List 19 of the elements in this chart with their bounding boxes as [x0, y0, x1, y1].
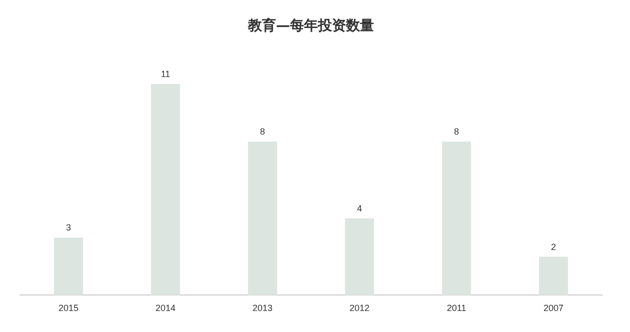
bar — [248, 142, 278, 296]
data-label: 8 — [454, 126, 460, 137]
data-label: 11 — [160, 68, 170, 79]
x-tick-label: 2014 — [155, 303, 176, 314]
bar — [538, 256, 568, 296]
bar — [344, 218, 374, 296]
data-label: 2 — [550, 242, 556, 252]
bar — [54, 238, 84, 296]
chart-title: 教育—每年投资数量 — [247, 17, 374, 34]
data-label: 4 — [356, 203, 362, 214]
x-tick-label: 2013 — [252, 303, 273, 314]
data-label: 3 — [66, 222, 72, 233]
x-tick-label: 2012 — [349, 303, 370, 314]
x-tick-label: 2011 — [446, 303, 466, 314]
x-tick-label: 2007 — [543, 303, 564, 314]
x-tick-label: 2015 — [58, 303, 79, 314]
bar — [150, 84, 180, 296]
data-label: 8 — [260, 126, 266, 137]
bar — [442, 142, 472, 296]
